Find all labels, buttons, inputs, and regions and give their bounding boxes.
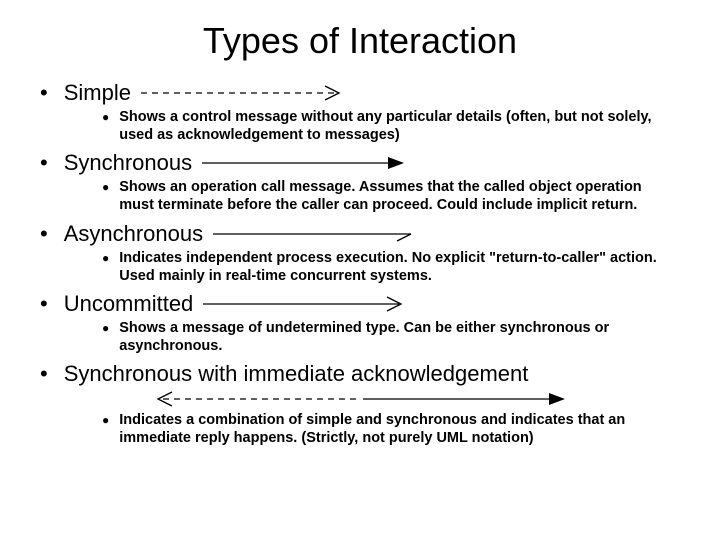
item-simple: • Simple ● Shows a control message witho… bbox=[40, 80, 680, 144]
item-uncommitted: • Uncommitted ● Shows a message of undet… bbox=[40, 291, 680, 355]
sync-ack-arrow-pair bbox=[40, 389, 680, 409]
slide-title: Types of Interaction bbox=[40, 20, 680, 62]
synchronous-arrow bbox=[200, 153, 415, 173]
bullet-lvl2: ● bbox=[102, 108, 109, 126]
item-synchronous: • Synchronous ● Shows an operation call … bbox=[40, 150, 680, 214]
item-label: Synchronous bbox=[64, 150, 192, 176]
bullet-lvl1: • bbox=[40, 150, 48, 176]
item-desc: Shows a message of undetermined type. Ca… bbox=[119, 319, 680, 355]
item-label: Asynchronous bbox=[64, 221, 203, 247]
item-label: Synchronous with immediate acknowledgeme… bbox=[64, 361, 529, 387]
item-asynchronous: • Asynchronous ● Indicates independent p… bbox=[40, 221, 680, 285]
ack-arrow-right bbox=[361, 389, 576, 409]
item-desc: Indicates a combination of simple and sy… bbox=[119, 411, 680, 447]
bullet-lvl1: • bbox=[40, 361, 48, 387]
simple-arrow bbox=[139, 83, 354, 103]
bullet-lvl1: • bbox=[40, 80, 48, 106]
bullet-lvl2: ● bbox=[102, 178, 109, 196]
asynchronous-arrow bbox=[211, 224, 426, 244]
item-label: Uncommitted bbox=[64, 291, 194, 317]
item-sync-ack: • Synchronous with immediate acknowledge… bbox=[40, 361, 680, 447]
bullet-lvl1: • bbox=[40, 221, 48, 247]
bullet-lvl1: • bbox=[40, 291, 48, 317]
bullet-lvl2: ● bbox=[102, 319, 109, 337]
item-desc: Shows an operation call message. Assumes… bbox=[119, 178, 680, 214]
item-desc: Shows a control message without any part… bbox=[119, 108, 680, 144]
ack-arrow-left bbox=[144, 389, 359, 409]
bullet-lvl2: ● bbox=[102, 411, 109, 429]
item-label: Simple bbox=[64, 80, 131, 106]
bullet-lvl2: ● bbox=[102, 249, 109, 267]
item-desc: Indicates independent process execution.… bbox=[119, 249, 680, 285]
uncommitted-arrow bbox=[201, 294, 416, 314]
